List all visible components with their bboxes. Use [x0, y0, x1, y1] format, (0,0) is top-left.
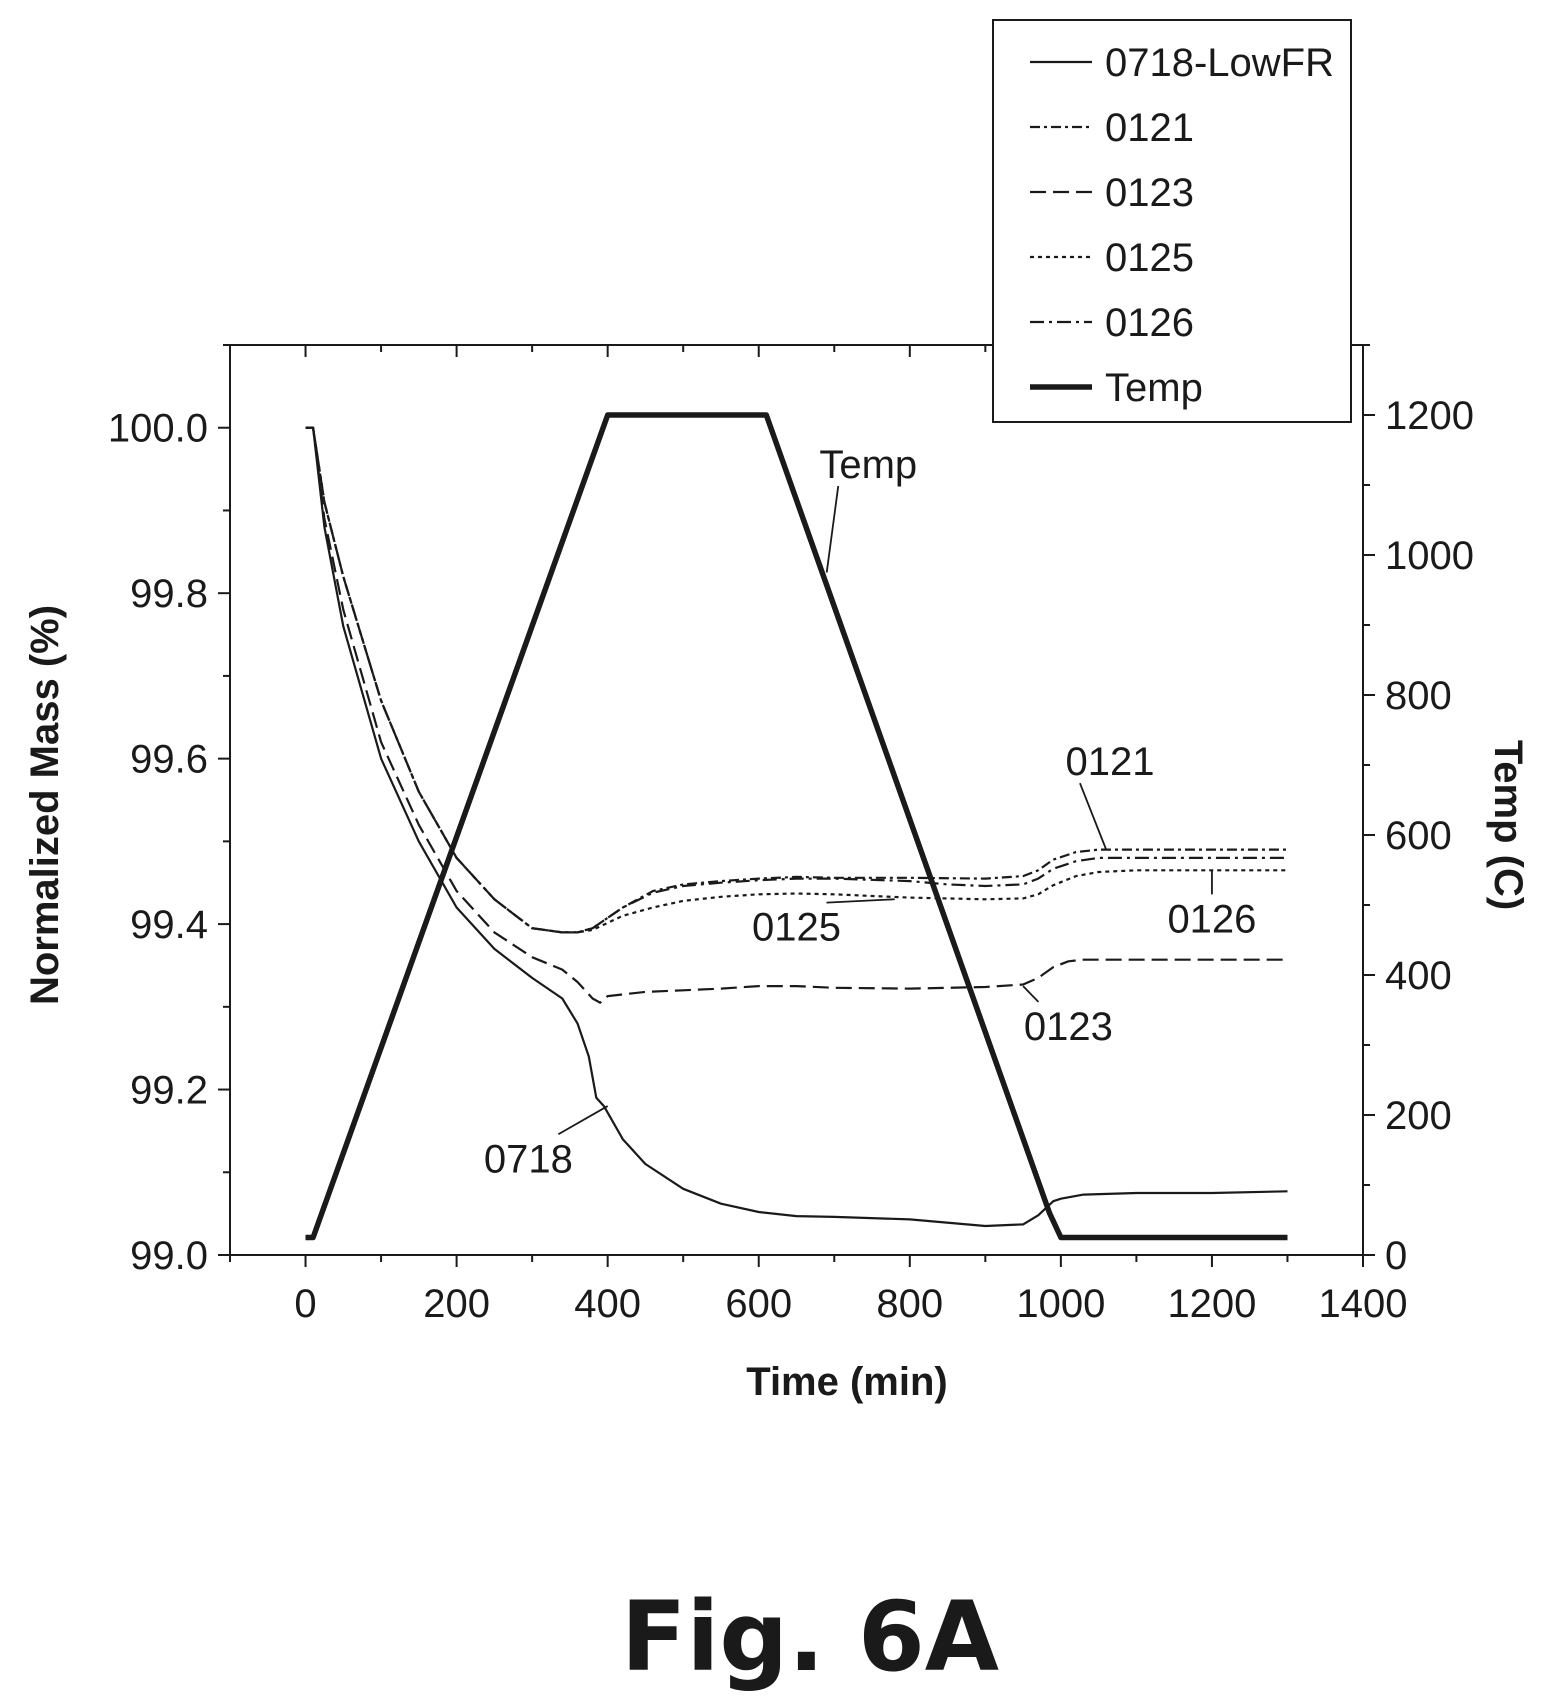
y-axis-title: Normalized Mass (%)	[23, 605, 67, 1005]
y-tick-label: 99.4	[130, 903, 208, 947]
x-tick-label: 1000	[1016, 1282, 1105, 1326]
series-line-0123	[305, 426, 1288, 1004]
y2-tick-label: 400	[1385, 954, 1452, 998]
annotation-label: 0125	[752, 906, 841, 950]
y2-axis-title: Temp (C)	[1486, 740, 1530, 910]
legend-label: 0718-LowFR	[1105, 41, 1334, 85]
annotation-label: 0121	[1065, 740, 1154, 784]
x-axis-title: Time (min)	[746, 1360, 948, 1404]
series-line-0718-lowfr	[305, 426, 1288, 1228]
legend-label: 0123	[1105, 171, 1194, 215]
x-tick-label: 800	[876, 1282, 943, 1326]
axis-ticks: 0 200 400 600 800 1000 1200 1400 99.0 99.2 99.4 99.…	[108, 344, 1474, 1326]
annotations: Temp 0121 0125 0126 0123 0718	[484, 443, 1257, 1181]
x-tick-label: 1400	[1319, 1282, 1408, 1326]
annotation-label: 0123	[1024, 1005, 1113, 1049]
y2-tick-label: 0	[1385, 1234, 1407, 1278]
series-line-0121	[305, 426, 1288, 934]
y-tick-label: 99.0	[130, 1234, 208, 1278]
series-lines	[305, 412, 1288, 1241]
x-tick-label: 600	[725, 1282, 792, 1326]
y2-tick-label: 600	[1385, 814, 1452, 858]
annotation-leader	[825, 485, 840, 573]
y-tick-label: 99.6	[130, 738, 208, 782]
y2-tick-label: 1200	[1385, 394, 1474, 438]
annotation-leader	[557, 1105, 609, 1136]
annotation-label: 0718	[484, 1137, 573, 1181]
legend-label: 0125	[1105, 236, 1194, 280]
y-tick-label: 100.0	[108, 407, 208, 451]
y2-tick-label: 1000	[1385, 534, 1474, 578]
legend-box	[992, 19, 1352, 423]
y-tick-label: 99.2	[130, 1069, 208, 1113]
series-line-0126	[305, 426, 1288, 934]
annotation-leader	[1079, 782, 1108, 850]
x-tick-label: 0	[294, 1282, 316, 1326]
figure-label: Fig. 6A	[621, 1581, 999, 1693]
legend: 0718-LowFR 0121 0123 0125 0126 Temp	[992, 19, 1352, 423]
annotation-label: Temp	[819, 443, 917, 487]
annotation-label: 0126	[1167, 897, 1256, 941]
plot-area-frame	[229, 344, 1364, 1256]
annotation-leader	[1022, 985, 1040, 1003]
y-tick-label: 99.8	[130, 572, 208, 616]
x-tick-label: 200	[423, 1282, 490, 1326]
x-tick-label: 400	[574, 1282, 641, 1326]
annotation-leader	[826, 898, 895, 904]
x-tick-label: 1200	[1167, 1282, 1256, 1326]
y2-tick-label: 800	[1385, 674, 1452, 718]
series-line-temp	[305, 412, 1288, 1241]
y2-tick-label: 200	[1385, 1094, 1452, 1138]
legend-label: 0121	[1105, 106, 1194, 150]
legend-label: Temp	[1105, 366, 1203, 410]
legend-label: 0126	[1105, 301, 1194, 345]
legend-items: 0718-LowFR 0121 0123 0125 0126 Temp	[1030, 41, 1334, 410]
